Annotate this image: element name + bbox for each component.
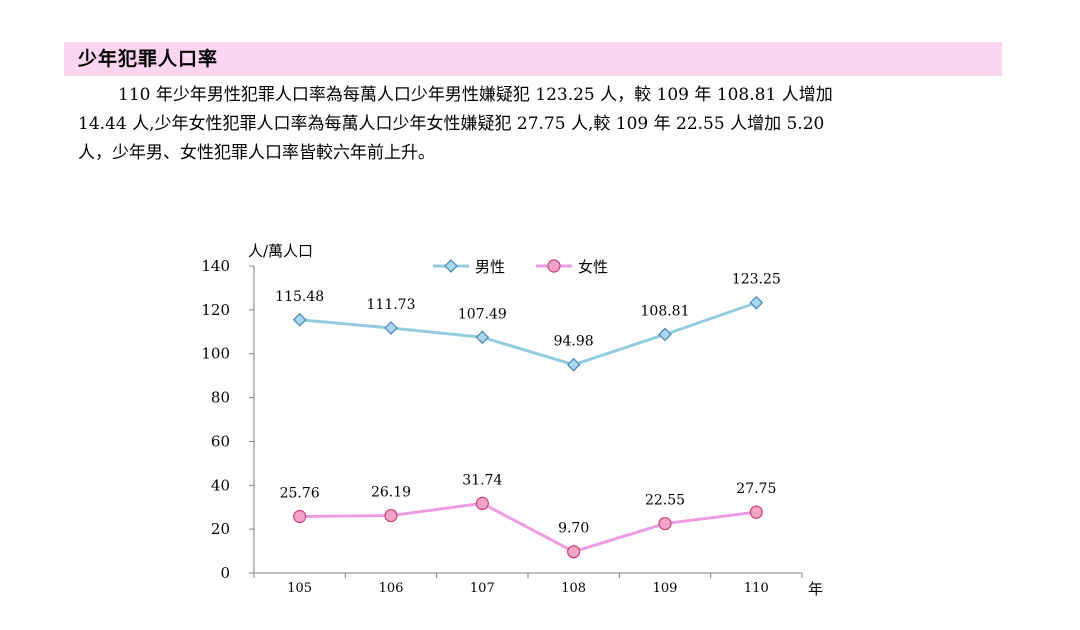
x-tick-label: 109 (653, 581, 678, 596)
data-point-marker (749, 505, 763, 519)
legend-item-female: 女性 (536, 258, 608, 276)
x-axis-unit-label: 年 (808, 580, 823, 598)
data-label: 115.48 (275, 289, 324, 305)
data-point-marker (566, 357, 581, 372)
y-tick-label: 0 (220, 564, 230, 582)
data-label: 108.81 (641, 303, 690, 319)
x-tick-label: 105 (287, 581, 312, 596)
data-point-marker (475, 330, 490, 345)
y-tick-label: 40 (211, 476, 230, 494)
y-tick-label: 140 (201, 257, 230, 275)
legend-swatch-marker (547, 259, 561, 273)
section-title: 少年犯罪人口率 (64, 42, 1002, 76)
legend-item-male: 男性 (433, 258, 505, 276)
data-point-marker (475, 496, 489, 510)
summary-paragraph: 110 年少年男性犯罪人口率為每萬人口少年男性嫌疑犯 123.25 人，較 10… (78, 81, 998, 168)
legend-label: 男性 (475, 258, 505, 276)
data-point-marker (658, 327, 672, 342)
y-tick-label: 120 (201, 301, 230, 319)
paragraph-line: 人，少年男、女性犯罪人口率皆較六年前上升。 (78, 143, 435, 163)
data-point-marker (384, 508, 398, 523)
data-label: 31.74 (462, 472, 502, 488)
chart-series: 115.48 111.73 107.49 94.98 108.81 123.25 25.76… (275, 272, 781, 559)
data-point-marker (384, 321, 398, 335)
x-tick-label: 110 (744, 581, 769, 596)
data-label: 107.49 (458, 306, 507, 322)
data-label: 9.70 (558, 521, 589, 537)
legend-swatch-marker (444, 259, 458, 273)
x-tick-label: 107 (470, 581, 495, 596)
y-tick-label: 80 (211, 389, 230, 407)
y-tick-label: 100 (201, 345, 230, 363)
x-tick-label: 106 (379, 581, 404, 596)
x-axis-ticks: 105 106 107 108 109 110 (253, 573, 803, 596)
y-axis-unit-label: 人/萬人口 (248, 242, 313, 260)
data-label: 25.76 (280, 486, 320, 502)
data-point-marker (292, 312, 307, 327)
data-point-marker (658, 516, 672, 531)
data-label: 111.73 (367, 297, 416, 313)
y-axis-ticks: 0 20 40 60 80 100 120 140 (201, 257, 254, 582)
series-female: 25.76 26.19 31.74 9.70 22.55 27.75 (280, 472, 776, 559)
chart-legend: 男性 女性 (433, 258, 608, 276)
data-label: 94.98 (554, 334, 594, 350)
data-point-marker (293, 509, 307, 524)
paragraph-line: 14.44 人,少年女性犯罪人口率為每萬人口少年女性嫌疑犯 27.75 人,較 … (78, 114, 825, 134)
legend-label: 女性 (578, 258, 608, 276)
paragraph-line: 110 年少年男性犯罪人口率為每萬人口少年男性嫌疑犯 123.25 人，較 10… (118, 85, 833, 105)
data-label: 22.55 (645, 493, 685, 509)
data-label: 27.75 (736, 481, 776, 497)
data-label: 26.19 (371, 485, 411, 501)
series-male: 115.48 111.73 107.49 94.98 108.81 123.25 (275, 272, 781, 372)
data-point-marker (567, 545, 581, 559)
data-label: 123.25 (732, 272, 781, 288)
y-tick-label: 60 (211, 432, 230, 450)
y-tick-label: 20 (211, 520, 230, 538)
series-line (299, 301, 757, 367)
series-line (299, 501, 757, 554)
data-point-marker (749, 295, 764, 310)
x-tick-label: 108 (561, 581, 586, 596)
